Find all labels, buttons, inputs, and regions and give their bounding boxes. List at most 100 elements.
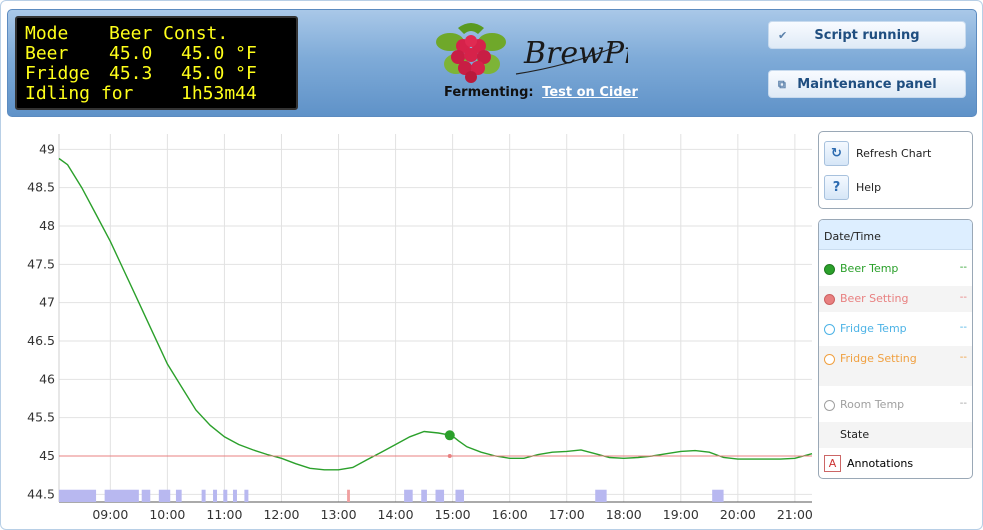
raspberry-logo-icon: BrewPi	[436, 23, 634, 83]
y-tick-label: 48.5	[27, 180, 55, 195]
lcd-beer-setting: 45.0 °F	[181, 43, 257, 64]
x-tick-label: 18:00	[606, 507, 642, 522]
lcd-beer-temp: 45.0	[109, 43, 153, 64]
y-tick-label: 44.5	[27, 486, 55, 501]
legend-dot-icon	[824, 294, 835, 305]
chart-controls-panel: ↻ Refresh Chart ? Help	[818, 131, 973, 209]
legend-item[interactable]: Beer Temp --	[819, 256, 972, 282]
legend-label: Beer Temp	[840, 262, 899, 275]
state-band	[201, 489, 206, 502]
lcd-mode-label: Mode	[25, 23, 69, 44]
check-icon: ✔	[778, 29, 788, 42]
window-icon: ⧉	[778, 78, 786, 91]
legend-item[interactable]: Fridge Temp --	[819, 316, 972, 342]
state-band	[435, 489, 445, 502]
legend-item[interactable]: State	[819, 422, 972, 448]
y-tick-label: 47.5	[27, 256, 55, 271]
legend-value: --	[959, 262, 967, 273]
legend-item[interactable]: Room Temp --	[819, 392, 972, 418]
lcd-line-beer: Beer 45.0 45.0 °F	[25, 44, 288, 64]
y-tick-label: 49	[39, 141, 55, 156]
state-band	[421, 489, 427, 502]
legend-label: Fridge Temp	[840, 322, 907, 335]
x-tick-label: 13:00	[321, 507, 357, 522]
refresh-icon: ↻	[824, 140, 849, 166]
legend-value: --	[959, 292, 967, 303]
legend-label: State	[840, 428, 870, 441]
help-button[interactable]: ? Help	[824, 174, 881, 200]
legend-label: Beer Setting	[840, 292, 909, 305]
chart-series	[58, 157, 813, 471]
temperature-chart[interactable]: 44.5 45 45.5 46 46.5 47 47.5 48 48.5 49 09:00 10:0…	[9, 129, 815, 524]
lcd-mode-value: Beer Const.	[109, 23, 229, 44]
state-band	[244, 489, 249, 502]
y-tick-label: 48	[39, 218, 55, 233]
maintenance-panel-button[interactable]: ⧉ Maintenance panel	[768, 70, 966, 98]
x-tick-label: 11:00	[206, 507, 242, 522]
state-band	[712, 489, 724, 502]
help-label: Help	[856, 180, 882, 194]
legend-dot-icon	[824, 430, 835, 441]
lcd-fridge-label: Fridge	[25, 63, 91, 84]
lcd-line-mode: Mode Beer Const.	[25, 24, 288, 44]
lcd-line-state: Idling for 1h53m44	[25, 84, 288, 104]
x-tick-label: 12:00	[263, 507, 299, 522]
x-tick-label: 15:00	[435, 507, 471, 522]
chart-markers	[444, 430, 455, 458]
script-running-button[interactable]: ✔ Script running	[768, 21, 966, 49]
state-band	[404, 489, 413, 502]
legend-dot-icon	[824, 354, 835, 365]
help-icon: ?	[824, 174, 849, 200]
refresh-chart-label: Refresh Chart	[856, 146, 932, 160]
x-tick-label: 17:00	[549, 507, 585, 522]
state-band	[59, 489, 97, 502]
state-band	[104, 489, 139, 502]
state-band	[213, 489, 218, 502]
annotation-icon: A	[824, 454, 841, 472]
script-running-label: Script running	[814, 27, 920, 43]
legend-label: Room Temp	[840, 398, 905, 411]
maintenance-panel-label: Maintenance panel	[797, 76, 937, 92]
header-bar: Mode Beer Const. Beer 45.0 45.0 °F Fridg…	[7, 9, 977, 117]
fermenting-label: Fermenting:	[444, 85, 534, 100]
lcd-beer-label: Beer	[25, 43, 69, 64]
state-band	[175, 489, 182, 502]
state-band	[232, 489, 237, 502]
x-tick-label: 19:00	[663, 507, 699, 522]
x-tick-label: 09:00	[92, 507, 128, 522]
legend-value: --	[959, 398, 967, 409]
lcd-state-label: Idling for	[25, 83, 134, 104]
state-band	[595, 489, 607, 502]
annotations-toggle[interactable]: A Annotations	[819, 451, 972, 475]
lcd-fridge-temp: 45.3	[109, 63, 153, 84]
y-tick-label: 45	[39, 448, 55, 463]
logo-text: BrewPi	[523, 36, 628, 71]
legend-dot-icon	[824, 264, 835, 275]
highlight-point	[444, 430, 455, 441]
y-tick-label: 47	[39, 295, 55, 310]
legend-item[interactable]: Fridge Setting --	[819, 346, 972, 386]
legend-item[interactable]: Beer Setting --	[819, 286, 972, 312]
state-band	[141, 489, 151, 502]
series-line-beer-temp	[58, 157, 813, 471]
x-tick-label: 16:00	[492, 507, 528, 522]
legend-datetime: Date/Time	[819, 220, 972, 250]
x-tick-label: 20:00	[720, 507, 756, 522]
legend-value: --	[959, 322, 967, 333]
state-bands	[59, 489, 724, 502]
y-tick-label: 46.5	[27, 333, 55, 348]
highlight-point	[447, 454, 452, 458]
lcd-fridge-setting: 45.0 °F	[181, 63, 257, 84]
refresh-chart-button[interactable]: ↻ Refresh Chart	[824, 140, 931, 166]
y-tick-label: 45.5	[27, 410, 55, 425]
fermenting-profile-link[interactable]: Test on Cider	[542, 85, 638, 100]
state-mark	[347, 489, 350, 502]
y-axis-ticks: 44.5 45 45.5 46 46.5 47 47.5 48 48.5 49	[27, 141, 55, 501]
legend-dot-icon	[824, 400, 835, 411]
chart-grid	[58, 134, 812, 503]
x-tick-label: 21:00	[777, 507, 813, 522]
legend-label: Fridge Setting	[840, 352, 917, 365]
y-tick-label: 46	[39, 371, 55, 386]
annotations-label: Annotations	[847, 456, 914, 470]
